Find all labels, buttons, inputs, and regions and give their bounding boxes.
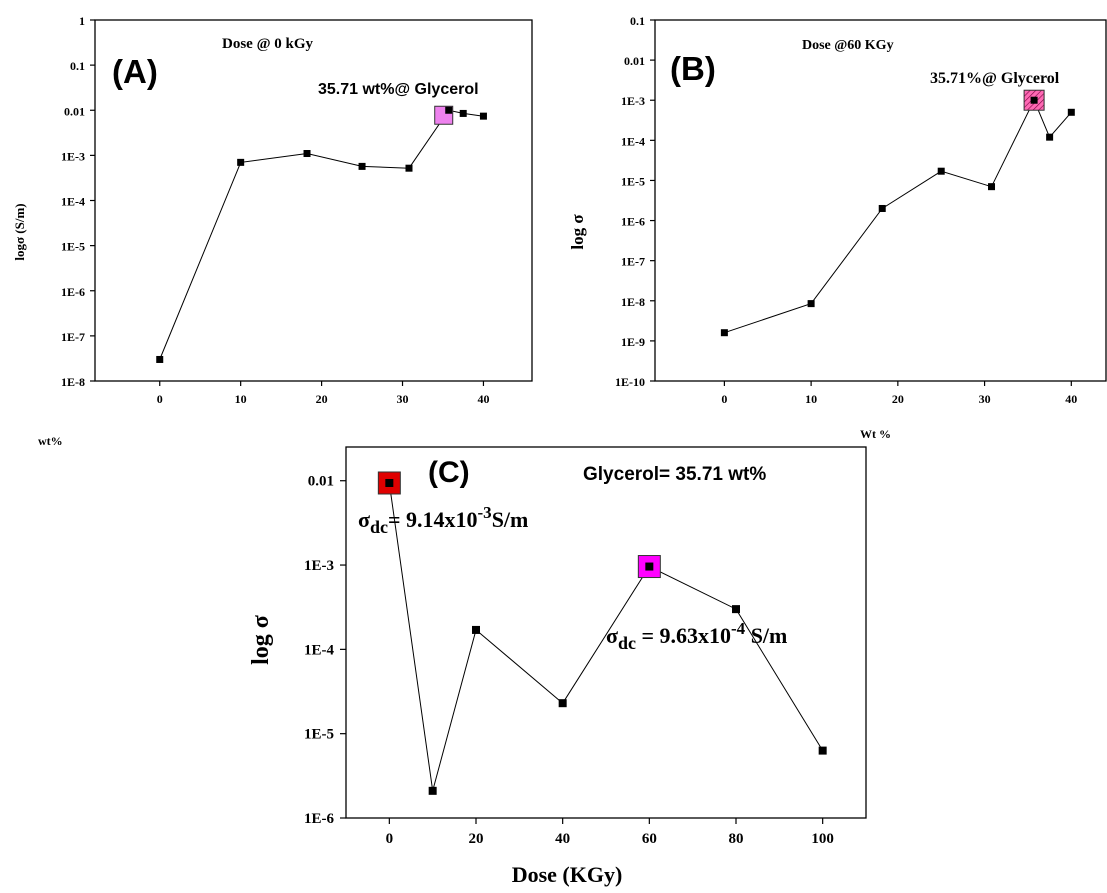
panel-a-data-point [459,109,467,117]
sigma-2-rest: = 9.63x10 [636,623,731,648]
panel-c-data-point [732,605,740,614]
panel-a-y-tick-label: 0.01 [64,104,85,118]
panel-c-x-tick-label: 60 [642,831,657,847]
panel-b-x-tick-label: 0 [721,392,727,406]
panel-a-xlabel: wt% [38,434,63,448]
panel-c-plot: 0 20 40 60 80 100 1E-6 1E-5 1E-4 1E-3 0.01 [304,446,867,847]
panel-c-y-tick-label: 1E-5 [304,727,334,743]
panel-a-x-tick-label: 30 [397,392,409,406]
sigma-1-sub: dc [370,517,388,537]
panel-c-data-point [385,478,394,487]
panel-a-data-point [358,162,366,170]
panel-a-data-point [303,150,311,158]
panel-b-dose-annotation: Dose @60 KGy [802,38,894,53]
panel-a-label: (A) [112,53,158,90]
panel-b-y-tick-label: 1E-9 [621,335,645,349]
panel-b-data-point [1067,108,1075,116]
panel-a-y-tick-label: 1E-7 [61,330,85,344]
panel-b-y-tick-label: 0.01 [624,54,645,68]
panel-b-y-tick-label: 1E-8 [621,295,645,309]
panel-b-series-line [724,98,1072,334]
panel-b-x-tick-label: 20 [892,392,904,406]
sigma-1-main: σ [358,507,370,532]
panel-b-y-tick-label: 1E-5 [621,174,645,188]
panel-a-data-point [479,112,487,120]
panel-c-sigma-annotation-1: σdc= 9.14x10-3S/m [358,503,528,537]
panel-c-x-tick-label: 80 [729,831,744,847]
panel-a-data-point [156,355,164,363]
sigma-1-rest: = 9.14x10 [388,507,478,532]
panel-c-ylabel: log σ [248,615,274,665]
panel-c-y-tick-label: 0.01 [308,474,334,490]
panel-b-x-tick-label: 10 [805,392,817,406]
panel-b-y-tick-label: 1E-10 [615,375,645,389]
panel-b-y-tick-label: 1E-3 [621,94,645,108]
sigma-2-main: σ [606,623,618,648]
panel-c-x-tick-label: 20 [469,831,484,847]
sigma-2-sup: -4 [731,619,746,638]
panel-c-data-point [645,562,654,571]
panel-a-y-tick-label: 1 [79,14,85,28]
panel-a-y-tick-label: 1E-8 [61,375,85,389]
panel-c-x-tick-label: 0 [386,831,394,847]
panel-c-data-point [472,625,480,634]
panel-b-data-point [1030,96,1038,104]
panel-a-data-point [445,106,453,114]
panel-b-frame [654,19,1107,382]
panel-b-glycerol-annotation: 35.71%@ Glycerol [930,70,1060,87]
panel-b-data-point [878,204,886,212]
panel-b-data-point [937,167,945,175]
panel-a-ylabel: logσ (S/m) [12,203,27,260]
panel-b-plot: 0 10 20 30 40 1E-10 1E-9 1E-8 1E-7 1E-6 1E-5 1E-4 1E… [615,14,1107,406]
panel-a-x-tick-label: 20 [316,392,328,406]
sigma-2-sub: dc [618,633,636,653]
sigma-1-sup: -3 [478,503,492,522]
panel-c-x-tick-label: 40 [555,831,570,847]
panel-a-dose-annotation: Dose @ 0 kGy [222,36,314,52]
panel-c-data-point [818,746,827,755]
panel-a-data-point [237,158,245,166]
panel-c-data-point [428,786,437,795]
panel-c-x-tick-label: 100 [811,831,834,847]
panel-b-data-point [720,329,728,337]
sigma-1-unit: S/m [492,507,529,532]
panel-c-glycerol-annotation: Glycerol= 35.71 wt% [583,464,766,485]
panel-c-frame [345,446,867,819]
panel-c-data-point [558,699,567,708]
panel-b-xlabel: Wt % [860,427,891,441]
panel-b-label: (B) [670,50,716,87]
panel-b-y-tick-label: 1E-7 [621,255,645,269]
panel-a-data-point [405,164,413,172]
panel-a-glycerol-annotation: 35.71 wt%@ Glycerol [318,81,479,98]
panel-b-data-point [988,183,996,191]
panel-a-y-tick-label: 0.1 [70,59,85,73]
panel-a-x-tick-label: 10 [235,392,247,406]
panel-b-data-point [1046,133,1054,141]
sigma-2-unit: S/m [745,623,787,648]
panel-a-y-tick-label: 1E-6 [61,285,85,299]
panel-c-y-tick-label: 1E-4 [304,642,335,658]
panel-a-y-tick-label: 1E-4 [61,195,85,209]
panel-a-plot: 0 10 20 30 40 1E-8 1E-7 1E-6 1E-5 1E-4 1E-3 0.01 0.1… [61,14,533,406]
panel-b-x-tick-label: 30 [979,392,991,406]
panel-b-ylabel: log σ [568,214,587,250]
panel-a-x-tick-label: 0 [157,392,163,406]
panel-c-label: (C) [428,456,470,489]
panel-b-y-tick-label: 0.1 [630,14,645,28]
panel-a-y-tick-label: 1E-5 [61,240,85,254]
panel-b-y-tick-label: 1E-6 [621,215,645,229]
panel-c-y-tick-label: 1E-3 [304,558,334,574]
panel-a-frame [94,19,533,382]
panel-a-y-tick-label: 1E-3 [61,149,85,163]
panel-a-x-tick-label: 40 [477,392,489,406]
panel-c-xlabel: Dose (KGy) [512,862,623,887]
panel-c-y-tick-label: 1E-6 [304,811,335,827]
panel-b-y-tick-label: 1E-4 [621,134,645,148]
panel-b-x-tick-label: 40 [1065,392,1077,406]
panel-a-series-line [159,109,484,360]
panel-b-data-point [807,300,815,308]
